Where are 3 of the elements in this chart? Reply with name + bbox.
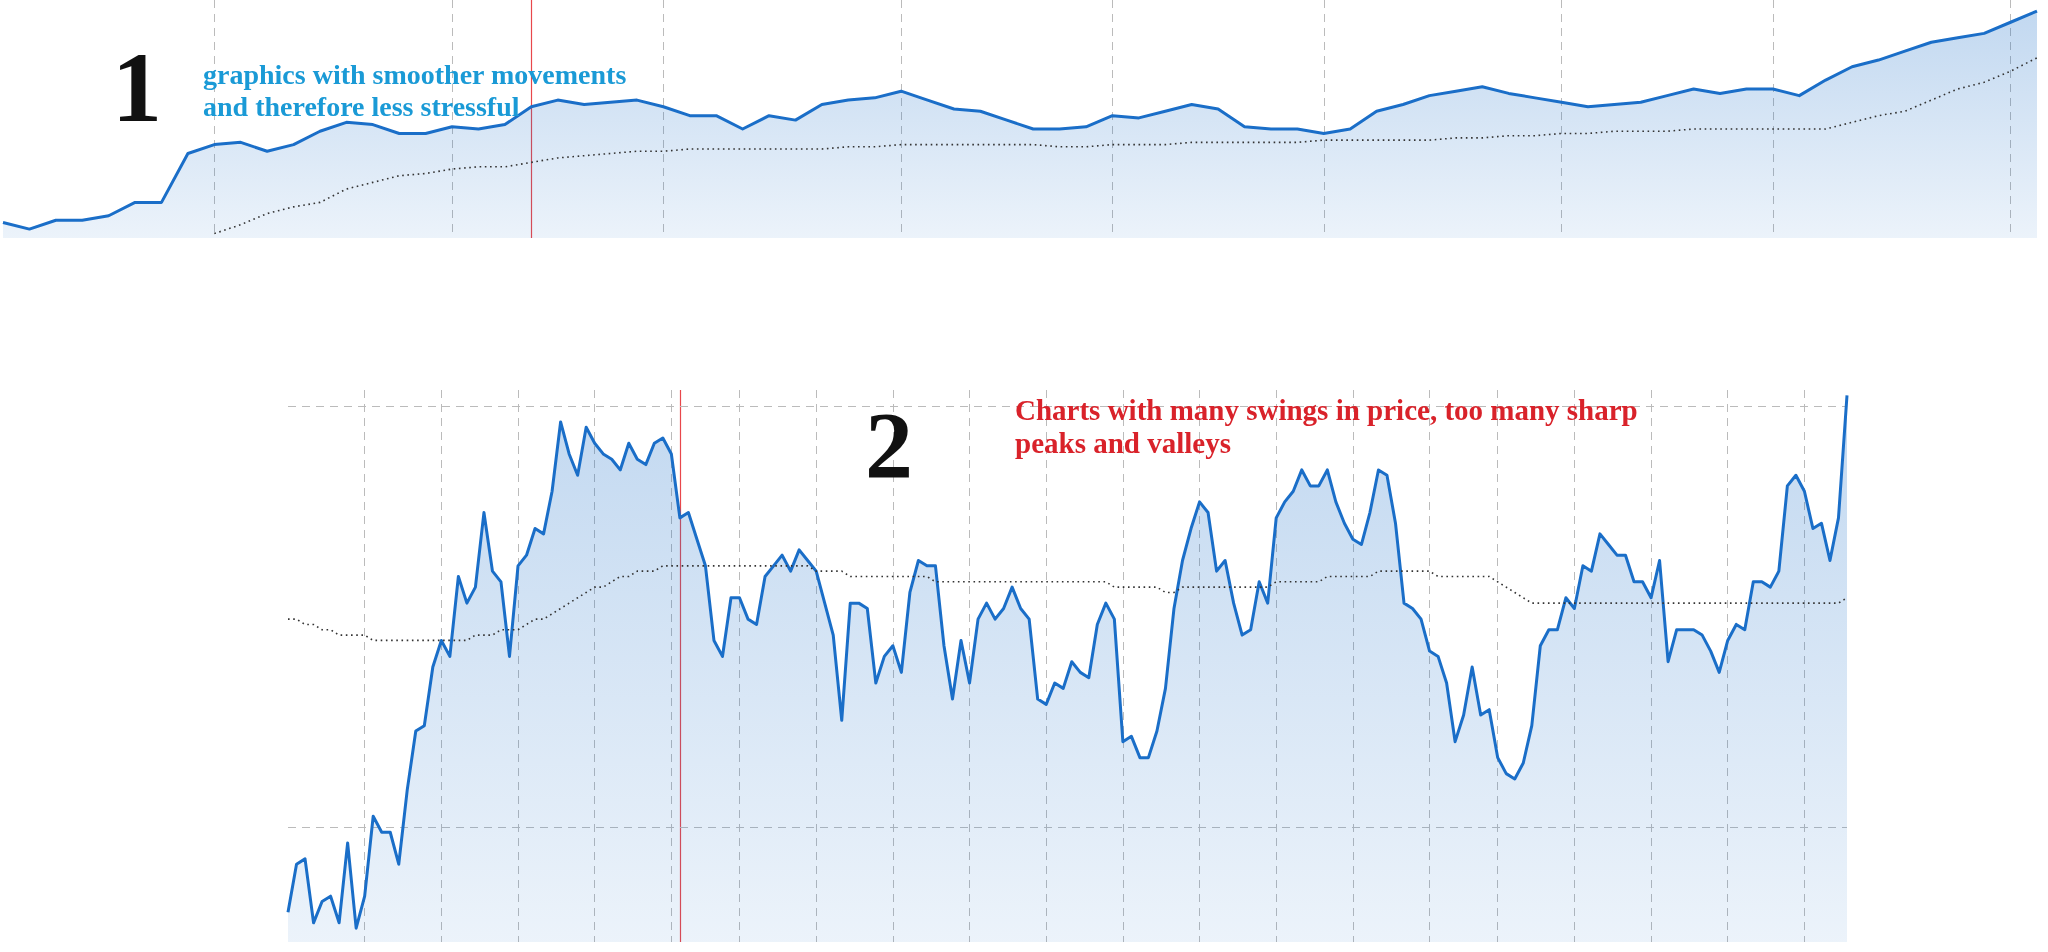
- annotation: 2: [865, 391, 913, 499]
- annotation: 1: [112, 32, 162, 143]
- annotation: Charts with many swings in price, too many sharp peaks and valleys: [1015, 393, 1645, 460]
